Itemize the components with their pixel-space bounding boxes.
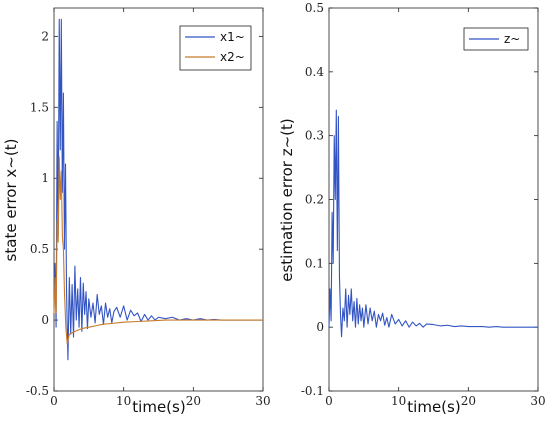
left-series-group xyxy=(53,18,263,361)
left-y-tick-label: 1 xyxy=(41,171,49,185)
right-x-tick-label: 30 xyxy=(530,394,545,408)
left-y-tick-label: 1.5 xyxy=(30,100,49,114)
left-legend-box xyxy=(179,25,252,71)
right-plot-area xyxy=(328,7,539,392)
left-x-tick-label: 30 xyxy=(255,394,270,408)
left-y-tick-label: 2 xyxy=(41,29,49,43)
right-panel: 0 10 20 30-0.100.10.20.30.40.5 time(s) esti… xyxy=(278,1,546,416)
right-y-tick-label: -0.1 xyxy=(301,384,324,398)
right-y-axis-label: estimation error z~(t) xyxy=(278,118,296,282)
right-axis-ticks: 0 10 20 30-0.100.10.20.30.40.5 xyxy=(301,1,546,408)
right-y-tick-label: 0.1 xyxy=(305,256,324,270)
left-series-line-1 xyxy=(53,18,263,361)
left-series-line-2 xyxy=(53,156,263,345)
legend-label-z: z~ xyxy=(504,32,520,46)
right-y-tick-label: 0.2 xyxy=(305,193,324,207)
left-x-tick-label: 0 xyxy=(50,394,58,408)
legend-label-x1: x1~ xyxy=(220,30,245,44)
left-x-tick-label: 10 xyxy=(116,394,131,408)
left-y-axis-label: state error x~(t) xyxy=(2,139,20,262)
left-x-axis-label: time(s) xyxy=(132,398,185,416)
right-legend: z~ xyxy=(463,27,529,51)
right-x-tick-label: 0 xyxy=(325,394,333,408)
left-x-tick-label: 20 xyxy=(186,394,201,408)
right-y-tick-label: 0.4 xyxy=(305,65,324,79)
right-y-tick-label: 0 xyxy=(316,320,324,334)
legend-label-x2: x2~ xyxy=(220,50,245,64)
left-y-tick-label: 0.5 xyxy=(30,242,49,256)
right-y-tick-label: 0.5 xyxy=(305,1,324,15)
right-x-axis-label: time(s) xyxy=(407,398,460,416)
right-x-tick-label: 10 xyxy=(391,394,406,408)
left-y-tick-label: -0.5 xyxy=(26,384,49,398)
left-legend: x1~ x2~ xyxy=(179,25,252,71)
right-y-tick-label: 0.3 xyxy=(305,129,324,143)
left-panel: 0 10 20 30-0.500.511.52 time(s) state error… xyxy=(2,7,271,416)
left-y-tick-label: 0 xyxy=(41,313,49,327)
right-series-group xyxy=(328,109,538,338)
right-series-line-1 xyxy=(328,109,538,338)
right-x-tick-label: 20 xyxy=(461,394,476,408)
